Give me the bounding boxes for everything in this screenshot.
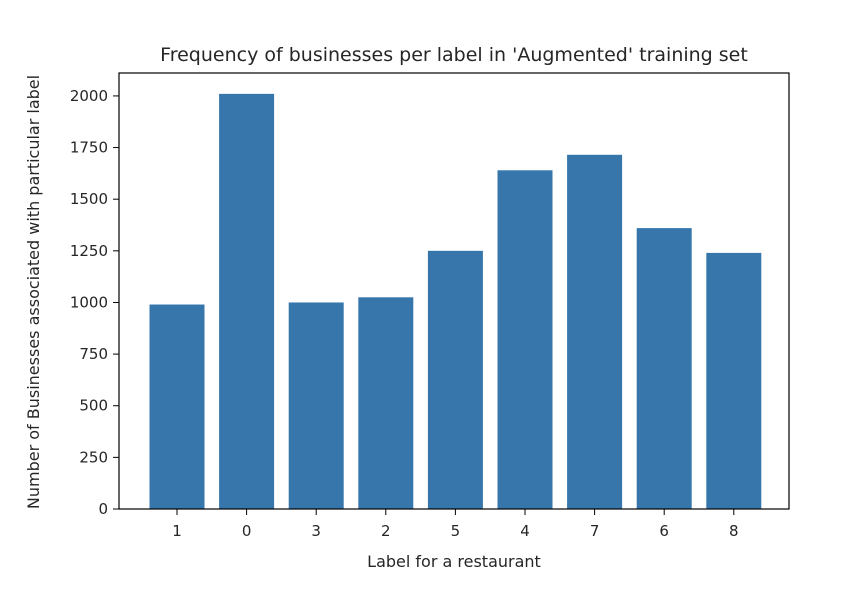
chart-title: Frequency of businesses per label in 'Au…: [160, 44, 748, 66]
x-tick-label: 1: [172, 522, 182, 540]
x-tick-label: 2: [381, 522, 391, 540]
x-tick-label: 5: [451, 522, 461, 540]
y-axis-title: Number of Businesses associated with par…: [24, 75, 43, 509]
bar-4: [497, 170, 553, 509]
y-tick-label: 2000: [70, 87, 108, 105]
bar-1: [149, 304, 205, 509]
bar-5: [427, 250, 483, 509]
y-tick-label: 500: [79, 397, 108, 415]
x-tick-label: 7: [590, 522, 600, 540]
y-tick-label: 250: [79, 448, 108, 466]
y-tick-label: 0: [98, 500, 108, 518]
bar-2: [358, 297, 414, 509]
x-tick-label: 4: [520, 522, 530, 540]
y-tick-label: 1250: [70, 242, 108, 260]
y-tick-label: 1500: [70, 190, 108, 208]
x-axis-title: Label for a restaurant: [367, 552, 541, 571]
x-tick-label: 0: [242, 522, 252, 540]
bar-7: [567, 154, 623, 509]
x-tick-label: 6: [659, 522, 669, 540]
bar-8: [706, 252, 762, 509]
y-tick-label: 750: [79, 345, 108, 363]
plot-frame: [118, 72, 790, 510]
bar-0: [219, 93, 275, 509]
bar-6: [636, 228, 692, 509]
x-tick-label: 3: [311, 522, 321, 540]
x-tick-label: 8: [729, 522, 739, 540]
bar-3: [288, 302, 344, 509]
y-tick-label: 1750: [70, 139, 108, 157]
y-tick-label: 1000: [70, 293, 108, 311]
